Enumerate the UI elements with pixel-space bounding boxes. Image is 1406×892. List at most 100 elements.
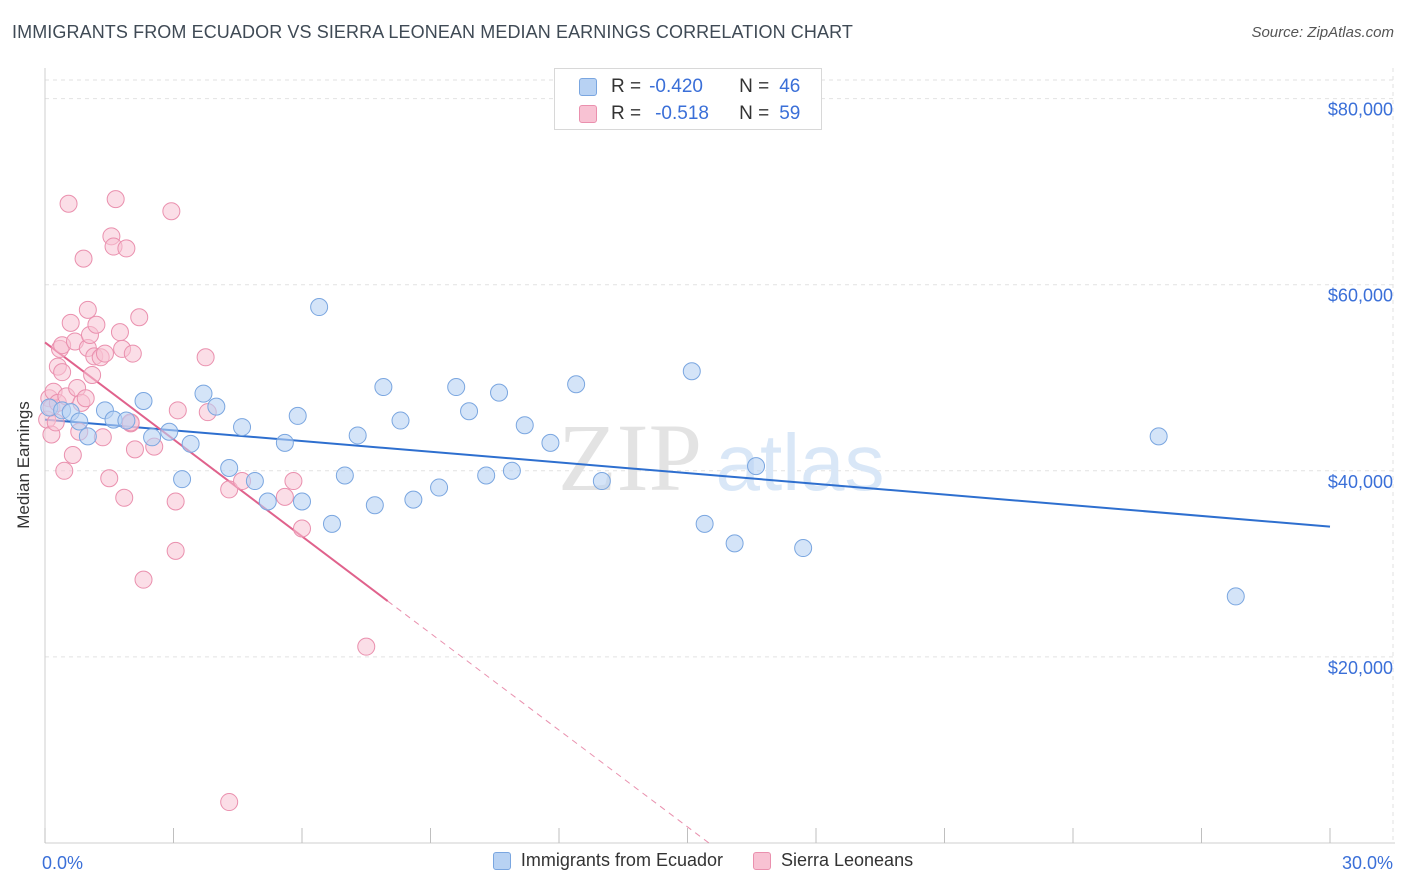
point-ecuador (173, 470, 192, 489)
ecuador-swatch-icon (579, 78, 597, 96)
point-ecuador (567, 375, 586, 394)
point-ecuador (310, 298, 329, 317)
r-label: R = (611, 76, 642, 97)
point-ecuador (288, 406, 307, 425)
point-ecuador (322, 514, 341, 533)
chart-title: IMMIGRANTS FROM ECUADOR VS SIERRA LEONEA… (12, 22, 853, 42)
point-sierra (59, 194, 78, 213)
y-tick-label: $20,000 (1328, 658, 1393, 678)
point-ecuador (477, 466, 496, 485)
data-points (38, 190, 1245, 812)
point-ecuador (515, 416, 534, 435)
point-ecuador (365, 496, 384, 515)
r-value: -0.420 (649, 76, 703, 97)
stats-row-sierra: R = -0.518 N = 59 (579, 100, 800, 128)
point-sierra (134, 570, 153, 589)
point-sierra (357, 637, 376, 656)
point-ecuador (430, 478, 449, 497)
r-value: -0.518 (655, 103, 709, 124)
x-tick-label-max: 30.0% (1342, 853, 1393, 873)
point-ecuador (460, 402, 479, 421)
point-ecuador (233, 418, 252, 437)
point-sierra (61, 313, 80, 332)
point-sierra (284, 472, 303, 491)
point-sierra (130, 308, 149, 327)
legend-label: Immigrants from Ecuador (520, 850, 723, 870)
legend: Immigrants from Ecuador Sierra Leoneans (0, 850, 1406, 871)
point-ecuador (404, 490, 423, 509)
point-ecuador (682, 362, 701, 381)
x-tick-label-min: 0.0% (42, 853, 83, 873)
point-ecuador (194, 384, 213, 403)
point-sierra (168, 401, 187, 420)
point-sierra (53, 363, 72, 382)
point-ecuador (134, 392, 153, 411)
trend-line-sierra-extension (387, 600, 710, 844)
point-sierra (162, 202, 181, 221)
point-ecuador (275, 433, 294, 452)
watermark: ZIP atlas (558, 404, 884, 511)
x-tick-labels: 0.0% 30.0% (42, 853, 1393, 873)
legend-item-sierra: Sierra Leoneans (752, 850, 914, 871)
n-value: 46 (779, 76, 801, 97)
y-axis-label: Median Earnings (14, 401, 33, 529)
point-ecuador (374, 378, 393, 397)
point-sierra (95, 344, 114, 363)
point-ecuador (490, 383, 509, 402)
point-sierra (63, 445, 82, 464)
point-sierra (123, 344, 142, 363)
point-ecuador (335, 466, 354, 485)
point-sierra (93, 428, 112, 447)
stats-box: R = -0.420 N = 46 R = -0.518 N = 59 (554, 68, 822, 130)
point-sierra (117, 239, 136, 258)
point-sierra (125, 440, 144, 459)
point-sierra (76, 389, 95, 408)
point-sierra (275, 487, 294, 506)
point-sierra (83, 365, 102, 384)
y-tick-labels: $20,000 $40,000 $60,000 $80,000 (1328, 100, 1393, 678)
y-tick-label: $60,000 (1328, 286, 1393, 306)
source-label: Source: ZipAtlas.com (1251, 24, 1394, 41)
point-ecuador (207, 397, 226, 416)
legend-label: Sierra Leoneans (780, 850, 914, 870)
point-sierra (115, 488, 134, 507)
point-ecuador (258, 492, 277, 511)
trend-lines (44, 341, 1331, 844)
trend-line-sierra (44, 341, 389, 602)
watermark-atlas: atlas (716, 418, 885, 507)
point-ecuador (695, 514, 714, 533)
sierra-swatch-icon (579, 105, 597, 123)
point-ecuador (725, 534, 744, 553)
sierra-swatch-icon (752, 851, 771, 870)
point-sierra (100, 469, 119, 488)
axes (44, 68, 1395, 844)
point-ecuador (181, 434, 200, 453)
ecuador-swatch-icon (492, 851, 511, 870)
point-ecuador (794, 539, 813, 558)
stats-row-ecuador: R = -0.420 N = 46 (579, 73, 800, 101)
n-value: 59 (779, 103, 801, 124)
point-ecuador (592, 472, 611, 491)
point-sierra (293, 519, 311, 538)
point-ecuador (220, 459, 239, 478)
r-label: R = (611, 103, 642, 124)
point-ecuador (78, 427, 97, 446)
point-sierra (220, 793, 239, 812)
y-tick-label: $80,000 (1328, 100, 1393, 120)
point-ecuador (502, 461, 521, 480)
point-ecuador (293, 492, 311, 511)
point-ecuador (348, 426, 367, 445)
n-label: N = (739, 76, 770, 97)
point-ecuador (117, 411, 136, 430)
point-sierra (166, 492, 185, 511)
point-ecuador (447, 378, 466, 397)
point-ecuador (541, 433, 560, 452)
point-sierra (55, 461, 74, 480)
point-sierra (110, 323, 129, 342)
point-sierra (74, 249, 93, 268)
point-sierra (196, 348, 215, 367)
point-sierra (78, 300, 97, 319)
point-sierra (166, 541, 185, 560)
n-label: N = (739, 103, 770, 124)
